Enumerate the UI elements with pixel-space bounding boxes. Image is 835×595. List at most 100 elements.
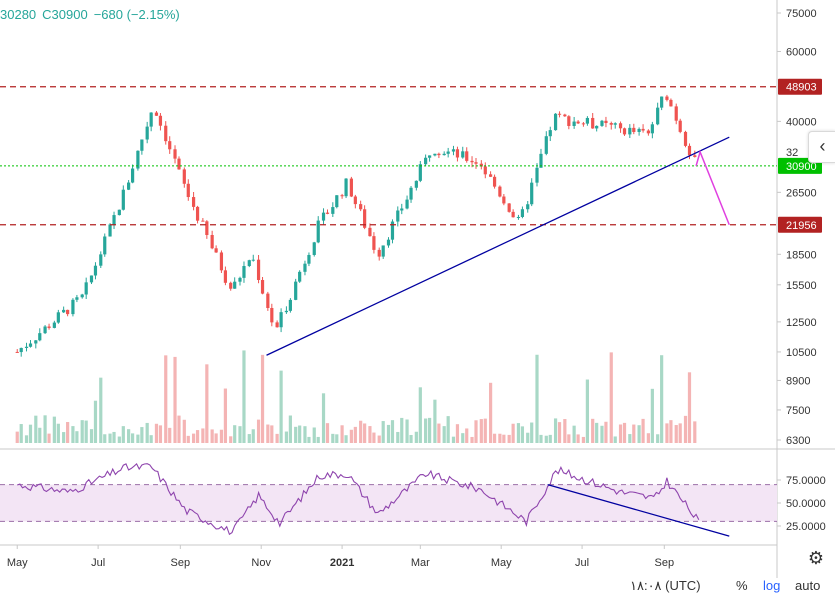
candle-body	[19, 347, 23, 353]
rsi-axis[interactable]: 75.0000 50.0000 25.0000	[777, 475, 826, 533]
candle-body	[349, 178, 353, 197]
volume-bar	[121, 426, 125, 443]
resistance-price-marker-bg	[778, 78, 822, 95]
volume-bar	[19, 424, 23, 443]
volume-bar	[56, 423, 60, 443]
volume-bar	[400, 417, 404, 443]
volume-bar	[201, 428, 205, 443]
bottom-toolbar: ۱۸:۰۸ (UTC) % log auto	[0, 578, 835, 595]
price-tick-label: 8900	[786, 375, 810, 387]
volume-bar	[34, 415, 38, 443]
candle-body	[52, 322, 56, 328]
volume-bar	[390, 420, 395, 443]
candle-body	[205, 221, 209, 236]
price-axis[interactable]: 75000 60000 40000 26500 18500 15500 12500 10500…	[777, 8, 822, 447]
candle-body	[539, 153, 543, 168]
candle-body	[201, 220, 205, 222]
volume-bar	[660, 355, 664, 443]
volume-bar	[340, 425, 344, 443]
volume-bar	[62, 432, 66, 443]
candle-body	[34, 340, 38, 344]
volume-bar	[270, 425, 274, 443]
volume-bar	[321, 393, 326, 443]
volume-bar	[396, 431, 400, 443]
scroll-back-button[interactable]: ‹	[808, 131, 835, 163]
candle-body	[595, 125, 599, 129]
candle-body	[298, 271, 302, 282]
volume-bar	[557, 422, 562, 443]
candle-body	[145, 126, 149, 140]
volume-bar	[89, 429, 94, 443]
time-axis[interactable]: May Jul Sep Nov 2021 Mar May Jul Sep	[7, 545, 674, 569]
candle-body	[344, 178, 348, 197]
candle-body	[377, 249, 381, 257]
candle-body	[28, 343, 33, 347]
volume-bar	[210, 429, 214, 443]
volume-bar	[256, 419, 261, 443]
candle-body	[84, 282, 88, 295]
volume-bar	[140, 427, 144, 443]
candle-body	[409, 187, 413, 200]
candle-body	[437, 153, 441, 156]
candle-body	[418, 164, 422, 181]
candle-body	[214, 248, 218, 253]
time-tick-label: Nov	[251, 557, 271, 569]
rsi-trendline[interactable]	[547, 483, 730, 537]
volume-bar	[669, 420, 673, 443]
volume-bar	[363, 423, 367, 443]
volume-bar	[219, 429, 224, 443]
volume-bar	[75, 431, 79, 443]
candle-body	[331, 207, 335, 214]
candle-body	[488, 174, 493, 177]
volume-bar	[507, 434, 511, 443]
auto-toggle[interactable]: auto	[795, 578, 821, 593]
legend-close: 30900	[51, 7, 88, 22]
volume-bar	[177, 415, 181, 443]
volume-bar	[600, 425, 604, 443]
volume-bar	[182, 419, 186, 443]
volume-bar	[154, 423, 159, 443]
volume-bar	[298, 425, 302, 443]
volume-bar	[470, 436, 474, 443]
volume-bar	[112, 431, 116, 443]
candle-body	[260, 279, 265, 294]
volume-bar	[24, 435, 29, 443]
time-tick-label: May	[7, 557, 28, 569]
candle-body	[353, 196, 357, 205]
volume-bar	[428, 417, 432, 443]
candle-body	[520, 209, 525, 217]
candle-body	[669, 99, 673, 107]
candle-body	[359, 204, 363, 210]
candle-body	[89, 275, 94, 283]
volume-bar	[28, 424, 33, 443]
candle-body	[381, 245, 385, 257]
rsi-band	[0, 484, 777, 522]
support-price-marker: 21956	[786, 220, 817, 232]
projection-path[interactable]	[695, 149, 730, 226]
log-toggle[interactable]: log	[763, 578, 781, 593]
candle-body	[576, 121, 580, 124]
resistance-price-marker: 48903	[786, 82, 817, 94]
candle-body	[47, 326, 51, 328]
volume-bar	[455, 424, 460, 443]
volume-bar	[247, 434, 251, 443]
candle-body	[233, 281, 237, 289]
volume-bar	[526, 432, 530, 443]
price-trendline[interactable]	[266, 136, 730, 356]
volume-bar	[520, 426, 525, 443]
volume-bar	[307, 436, 311, 443]
volume-bar	[591, 418, 595, 443]
volume-bar	[581, 436, 586, 443]
volume-bar	[437, 423, 441, 443]
volume-bar	[414, 431, 418, 443]
volume-bar	[335, 434, 339, 443]
settings-gear-icon[interactable]: ⚙	[807, 548, 825, 568]
volume-bar	[674, 425, 678, 443]
candle-body	[121, 189, 125, 210]
volume-bar	[604, 421, 608, 443]
timezone-label[interactable]: ۱۸:۰۸ (UTC)	[630, 578, 701, 593]
percent-toggle[interactable]: %	[736, 578, 748, 593]
candle-body	[219, 252, 224, 271]
volume-bar	[149, 435, 153, 443]
